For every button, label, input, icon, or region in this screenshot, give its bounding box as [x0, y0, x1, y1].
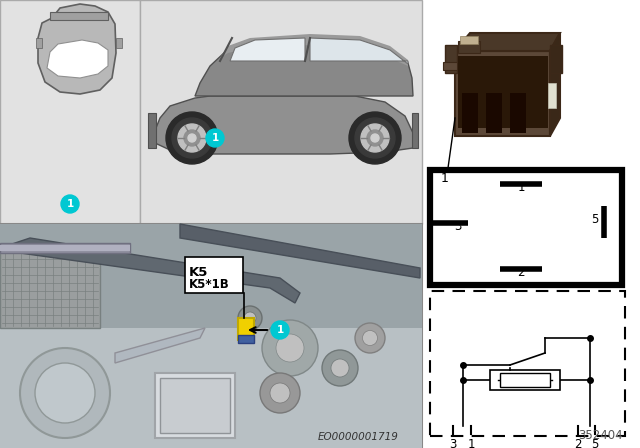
Text: 5: 5: [591, 438, 598, 448]
Bar: [486, 93, 502, 133]
Text: 1: 1: [67, 199, 74, 209]
Bar: [185, 257, 243, 293]
Polygon shape: [455, 33, 560, 51]
Bar: [455, 51, 550, 136]
Bar: [0, 248, 100, 328]
Circle shape: [361, 124, 389, 152]
Bar: [116, 38, 122, 48]
Bar: [500, 373, 550, 387]
Bar: [443, 62, 457, 70]
Polygon shape: [220, 34, 408, 66]
Bar: [148, 113, 156, 148]
Circle shape: [371, 134, 379, 142]
Polygon shape: [230, 38, 305, 61]
Bar: [238, 335, 254, 343]
Polygon shape: [115, 328, 205, 363]
Bar: [50, 12, 108, 20]
Polygon shape: [47, 40, 108, 78]
Circle shape: [61, 195, 79, 213]
Bar: [490, 370, 560, 390]
Bar: [0, 224, 422, 328]
Circle shape: [262, 320, 318, 376]
Text: K5*1B: K5*1B: [189, 278, 230, 291]
Text: 3: 3: [454, 220, 461, 233]
Text: 1: 1: [467, 438, 475, 448]
Circle shape: [355, 118, 395, 158]
Circle shape: [362, 331, 378, 345]
Bar: [0, 245, 130, 251]
Bar: [160, 378, 230, 433]
Bar: [36, 38, 42, 48]
Bar: [0, 243, 130, 253]
Bar: [0, 328, 422, 448]
Text: 1: 1: [276, 325, 284, 335]
Bar: [0, 224, 422, 448]
Polygon shape: [310, 38, 408, 64]
Bar: [445, 45, 457, 73]
Circle shape: [184, 130, 200, 146]
Bar: [430, 291, 625, 436]
Bar: [238, 318, 254, 340]
Circle shape: [188, 134, 196, 142]
Bar: [548, 83, 556, 108]
Circle shape: [270, 383, 290, 403]
Text: 352404: 352404: [579, 429, 623, 442]
Text: 1: 1: [517, 181, 525, 194]
Ellipse shape: [20, 348, 110, 438]
Text: 1: 1: [211, 133, 219, 143]
Text: 5: 5: [591, 213, 598, 226]
Circle shape: [166, 112, 218, 164]
Text: EO0000001719: EO0000001719: [318, 432, 399, 442]
Bar: [458, 56, 548, 128]
Bar: [510, 93, 526, 133]
Text: 3: 3: [449, 438, 457, 448]
Bar: [155, 373, 235, 438]
Bar: [458, 41, 480, 53]
Polygon shape: [0, 238, 300, 303]
Circle shape: [349, 112, 401, 164]
Polygon shape: [38, 4, 116, 94]
Polygon shape: [180, 224, 420, 278]
Bar: [462, 93, 478, 133]
Circle shape: [276, 334, 304, 362]
Polygon shape: [152, 96, 413, 154]
Bar: [0, 0, 140, 224]
Text: 1: 1: [441, 172, 449, 185]
Circle shape: [172, 118, 212, 158]
Bar: [412, 113, 418, 148]
Circle shape: [322, 350, 358, 386]
Circle shape: [367, 130, 383, 146]
Bar: [140, 0, 422, 224]
Circle shape: [355, 323, 385, 353]
Text: 2: 2: [574, 438, 582, 448]
Ellipse shape: [35, 363, 95, 423]
Circle shape: [238, 306, 262, 330]
Text: 2: 2: [517, 266, 525, 279]
Circle shape: [178, 124, 206, 152]
Circle shape: [206, 129, 224, 147]
Circle shape: [271, 321, 289, 339]
Circle shape: [331, 359, 349, 377]
Circle shape: [260, 373, 300, 413]
Text: K5: K5: [189, 266, 209, 279]
Polygon shape: [550, 33, 560, 136]
Polygon shape: [195, 36, 413, 96]
Bar: [550, 45, 562, 73]
Bar: [430, 170, 622, 285]
Bar: [460, 36, 478, 44]
Circle shape: [244, 312, 256, 324]
